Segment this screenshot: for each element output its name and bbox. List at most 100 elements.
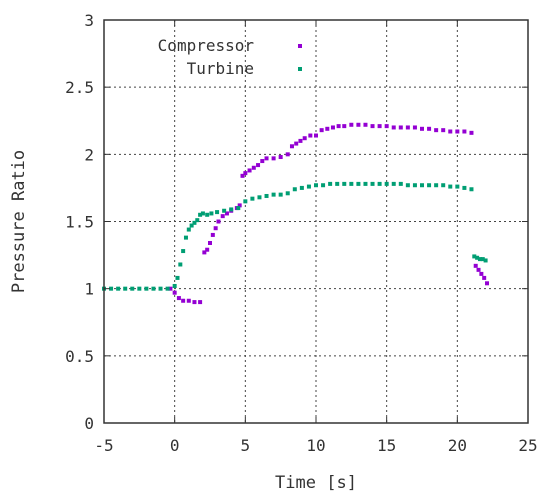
data-point-compressor (469, 130, 474, 135)
data-point-compressor (330, 125, 335, 130)
x-tick-label: 25 (518, 436, 537, 455)
data-point-turbine (321, 183, 326, 188)
data-point-turbine (189, 223, 194, 228)
data-point-turbine (391, 181, 396, 186)
data-point-turbine (285, 191, 290, 196)
data-point-compressor (210, 232, 215, 237)
data-point-compressor (336, 124, 341, 129)
data-point-compressor (216, 219, 221, 224)
data-point-compressor (462, 129, 467, 134)
data-point-compressor (384, 124, 389, 129)
data-point-turbine (370, 181, 375, 186)
data-point-turbine (448, 184, 453, 189)
series-turbine (102, 181, 488, 291)
data-point-turbine (427, 183, 432, 188)
data-point-turbine (292, 187, 297, 192)
data-point-turbine (222, 208, 227, 213)
data-point-turbine (183, 235, 188, 240)
data-point-turbine (405, 183, 410, 188)
data-point-compressor (342, 124, 347, 129)
data-point-turbine (195, 218, 200, 223)
data-point-compressor (420, 126, 424, 131)
grid-lines (104, 20, 528, 423)
legend-marker-compressor (298, 44, 302, 48)
legend-marker-turbine (298, 67, 302, 71)
data-point-compressor (168, 286, 173, 291)
data-point-compressor (247, 168, 252, 173)
data-point-compressor (476, 267, 481, 272)
y-axis-label: Pressure Ratio (9, 150, 29, 293)
series-compressor (168, 122, 490, 305)
x-axis-label: Time [s] (275, 473, 357, 493)
data-point-compressor (213, 226, 218, 231)
data-point-compressor (271, 156, 276, 161)
y-tick-label: 1.5 (65, 213, 94, 232)
y-tick-label: 1 (84, 280, 94, 299)
data-point-compressor (308, 133, 313, 138)
data-point-turbine (342, 181, 347, 186)
data-point-compressor (479, 271, 484, 276)
data-point-compressor (363, 122, 368, 127)
data-point-compressor (302, 136, 307, 141)
data-point-compressor (398, 125, 403, 130)
y-tick-label: 2.5 (65, 78, 94, 97)
y-tick-label: 0.5 (65, 347, 94, 366)
data-point-compressor (473, 263, 478, 268)
data-point-compressor (448, 129, 453, 134)
data-point-turbine (412, 183, 417, 188)
data-point-compressor (294, 141, 299, 146)
legend: Compressor Turbine (158, 36, 302, 78)
data-point-turbine (198, 212, 203, 217)
y-tick-label: 2 (84, 145, 94, 164)
data-series (102, 122, 490, 305)
data-point-compressor (264, 156, 269, 161)
data-point-turbine (215, 210, 220, 215)
y-tick-label: 3 (84, 11, 94, 30)
data-point-turbine (472, 254, 477, 259)
data-point-compressor (224, 211, 229, 216)
data-point-turbine (205, 212, 210, 217)
data-point-compressor (176, 296, 181, 301)
data-point-compressor (377, 124, 382, 129)
data-point-turbine (469, 187, 474, 192)
data-point-compressor (243, 171, 248, 176)
data-point-compressor (427, 126, 432, 131)
data-point-turbine (257, 195, 262, 200)
data-point-turbine (172, 283, 177, 288)
data-point-compressor (482, 275, 487, 280)
data-point-compressor (391, 125, 396, 130)
data-point-turbine (116, 286, 121, 291)
data-point-turbine (455, 184, 460, 189)
data-point-compressor (220, 214, 225, 219)
data-point-turbine (264, 193, 269, 198)
data-point-turbine (384, 181, 389, 186)
data-point-compressor (260, 159, 265, 164)
data-point-compressor (186, 298, 191, 303)
data-point-turbine (299, 185, 304, 190)
legend-label-compressor: Compressor (158, 36, 255, 55)
data-point-compressor (256, 163, 261, 168)
data-point-compressor (198, 300, 203, 305)
data-point-compressor (240, 173, 245, 178)
data-point-compressor (349, 122, 354, 127)
data-point-turbine (314, 183, 318, 188)
data-point-turbine (236, 206, 241, 211)
data-point-turbine (229, 207, 234, 212)
data-point-compressor (285, 152, 290, 157)
data-point-turbine (165, 286, 170, 291)
x-tick-label: 15 (377, 436, 396, 455)
data-point-compressor (298, 138, 303, 143)
data-point-compressor (405, 125, 410, 130)
data-point-compressor (202, 250, 207, 255)
data-point-turbine (250, 196, 255, 201)
data-point-turbine (158, 286, 163, 291)
data-point-turbine (377, 181, 382, 186)
data-point-compressor (314, 133, 318, 138)
data-point-turbine (328, 181, 333, 186)
data-point-turbine (178, 262, 183, 267)
data-point-turbine (278, 192, 283, 197)
data-point-turbine (123, 286, 128, 291)
data-point-turbine (186, 227, 191, 232)
data-point-compressor (205, 247, 210, 252)
